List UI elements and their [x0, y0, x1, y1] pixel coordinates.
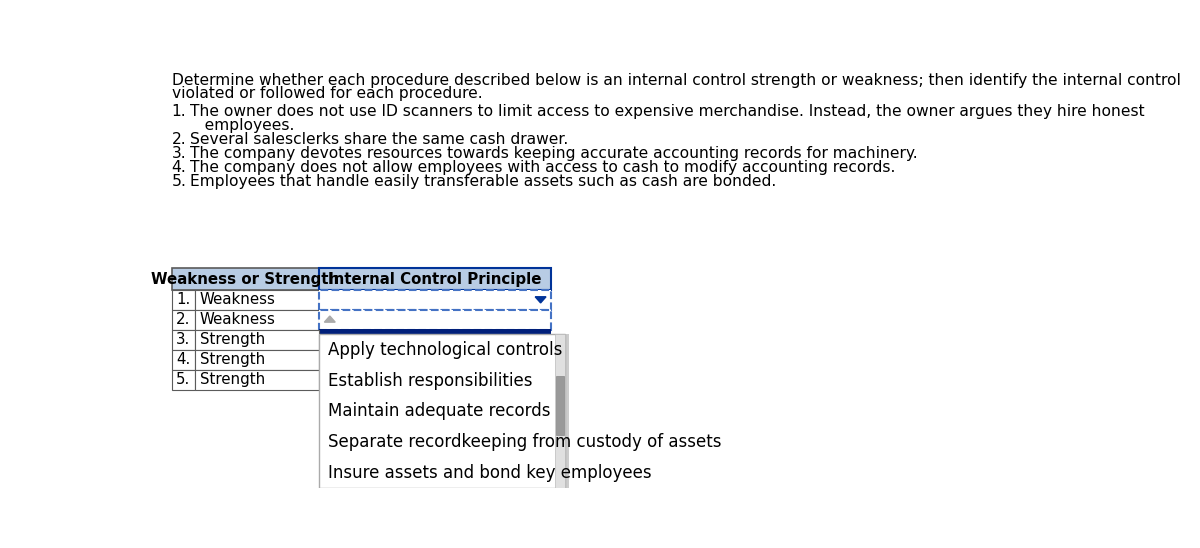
Text: violated or followed for each procedure.: violated or followed for each procedure.: [172, 86, 482, 101]
Text: Internal Control Principle: Internal Control Principle: [329, 272, 542, 287]
Bar: [194, 330, 319, 350]
Text: 1.: 1.: [172, 104, 186, 119]
Text: 5.: 5.: [172, 174, 186, 189]
Text: The company does not allow employees with access to cash to modify accounting re: The company does not allow employees wit…: [191, 159, 895, 175]
Text: Establish responsibilities: Establish responsibilities: [329, 372, 533, 390]
Text: 4.: 4.: [172, 159, 186, 175]
Bar: [319, 329, 552, 334]
Bar: [556, 376, 564, 435]
Bar: [319, 334, 565, 488]
Bar: [194, 290, 319, 310]
Text: 3.: 3.: [172, 146, 186, 161]
Text: 2.: 2.: [172, 132, 186, 147]
Text: Strength: Strength: [199, 333, 265, 347]
Text: Determine whether each procedure described below is an internal control strength: Determine whether each procedure describ…: [172, 73, 1181, 88]
Text: Strength: Strength: [199, 352, 265, 367]
Bar: [172, 330, 194, 350]
Bar: [172, 290, 194, 310]
Text: 1.: 1.: [176, 292, 191, 307]
Text: Several salesclerks share the same cash drawer.: Several salesclerks share the same cash …: [191, 132, 569, 147]
Text: 5.: 5.: [176, 373, 191, 387]
Text: The owner does not use ID scanners to limit access to expensive merchandise. Ins: The owner does not use ID scanners to li…: [191, 104, 1145, 119]
Bar: [194, 350, 319, 370]
Text: Separate recordkeeping from custody of assets: Separate recordkeeping from custody of a…: [329, 433, 721, 452]
Bar: [319, 310, 552, 330]
Text: 4.: 4.: [176, 352, 191, 367]
Text: The company devotes resources towards keeping accurate accounting records for ma: The company devotes resources towards ke…: [191, 146, 918, 161]
Bar: [194, 310, 319, 330]
Text: employees.: employees.: [191, 118, 295, 133]
Text: 2.: 2.: [176, 312, 191, 327]
Bar: [194, 370, 319, 390]
Text: Maintain adequate records: Maintain adequate records: [329, 402, 551, 420]
Bar: [554, 334, 565, 488]
Text: 3.: 3.: [176, 333, 191, 347]
Polygon shape: [324, 316, 335, 322]
Text: Insure assets and bond key employees: Insure assets and bond key employees: [329, 464, 652, 482]
Bar: [172, 269, 319, 290]
Text: Employees that handle easily transferable assets such as cash are bonded.: Employees that handle easily transferabl…: [191, 174, 776, 189]
Bar: [319, 290, 552, 310]
Polygon shape: [535, 297, 546, 303]
Bar: [172, 350, 194, 370]
Text: Apply technological controls: Apply technological controls: [329, 341, 563, 359]
Bar: [320, 334, 569, 490]
Text: Weakness: Weakness: [199, 312, 276, 327]
Text: Weakness: Weakness: [199, 292, 276, 307]
Bar: [319, 269, 552, 290]
Bar: [172, 310, 194, 330]
Bar: [172, 370, 194, 390]
Text: Weakness or Strength: Weakness or Strength: [151, 272, 340, 287]
Text: Strength: Strength: [199, 373, 265, 387]
